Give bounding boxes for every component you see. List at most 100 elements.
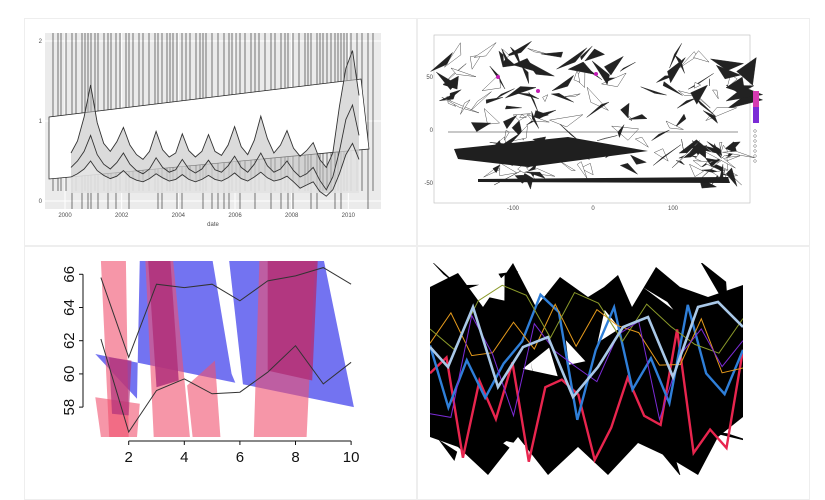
map-point [496,75,500,79]
map-glitch-slab [454,137,648,167]
black-shard [643,430,681,475]
black-shard [673,420,707,449]
map-glitch-shape [436,71,456,91]
map-glitch-shape [564,93,581,97]
map-glitch-shape [579,163,594,176]
x-tick-label: 10 [343,449,360,466]
x-tick-label: 6 [236,449,244,466]
map-glitch-shape [586,101,610,118]
map-glitch-shape [430,52,453,72]
map-glitch-shape [584,48,606,62]
x-tick-label: 4 [180,449,188,466]
map-glitch-shape [449,89,462,100]
abstract-layer [430,263,743,475]
series-area [71,143,359,197]
map-glitch-shape [504,105,522,110]
purple-overlap [267,261,318,381]
map-glitch-shape [722,151,755,158]
y-tick-label: 66 [61,266,78,283]
map-glitch-shape [485,97,503,104]
x-axis-label: date [207,222,219,228]
legend-key [753,139,757,143]
map-glitch-shape [719,141,723,150]
black-shard [522,347,558,377]
light-blue-line [430,300,743,400]
map-glitch-shape [580,45,593,61]
map-glitch-shape [634,136,649,148]
map-y-tick: -50 [424,181,433,187]
map-glitch-shape [677,97,697,109]
map-glitch-shape [692,160,709,168]
black-shard [492,398,526,451]
map-glitch-shape [617,124,625,139]
plot-layer [95,261,354,437]
black-shard [530,361,538,401]
map-glitch-shape [701,149,736,169]
x-tick-label: 2004 [172,213,186,219]
y-tick-label: 58 [61,399,78,416]
x-tick-label: 2010 [342,213,356,219]
series-area [71,105,359,193]
map-glitch-shape [505,86,537,99]
map-glitch-shape [503,41,532,58]
black-shard [525,322,566,341]
map-glitch-shape [693,81,702,89]
map-x-tick: -100 [507,206,520,212]
map-y-tick: 50 [426,75,433,81]
map-glitch-shape [551,75,574,91]
blue-line [430,292,743,421]
map-glitch-shape [729,141,741,154]
map-glitch-shape [679,51,698,68]
y-tick-label: 2 [39,39,43,45]
x-tick-label: 2006 [228,213,242,219]
map-glitch-shape [527,48,551,56]
map-glitch-shape [556,47,588,70]
map-glitch-shape [591,60,610,85]
map-glitch-shape [653,148,669,162]
map-glitch-slab [478,177,730,183]
black-shard [430,309,459,324]
map-glitch-shape [715,64,742,80]
panel-time-series: 0 1 2 2000 2002 2004 2006 2008 2010 date [24,18,417,246]
map-glitch-shape [551,93,574,103]
map-glitch-shape [693,95,717,117]
purple-overlap [109,357,132,416]
map-glitch-shape [710,58,745,71]
black-shard [497,439,526,458]
panel-abstract-lines [417,246,810,500]
map-glitch-shape [653,144,682,166]
map-glitch-shape [690,84,708,105]
map-glitch-shape [473,42,497,58]
map-glitch-shape [519,114,527,118]
map-glitch-shape [727,171,742,186]
map-glitch-shape [640,86,667,96]
black-shard [563,385,598,408]
black-shard [565,340,586,365]
y-tick-label: 62 [61,332,78,349]
panel-overlap-plot: 58 60 62 64 66 2 4 6 8 10 [24,246,417,500]
map-glitch-shape [567,61,595,75]
map-glitch-shape [573,68,581,83]
map-glitch-shape [450,67,476,77]
black-shard [433,263,464,290]
legend-key [753,144,757,148]
map-glitch-shape [620,102,630,119]
x-tick-label: 2002 [115,213,129,219]
black-shard [646,281,662,300]
map-glitch-shape [603,56,624,76]
map-glitch-shape [736,57,757,86]
map-point [536,89,540,93]
map-glitch-shape [548,114,583,128]
map-glitch-shape [504,129,510,141]
y-tick-label: 60 [61,366,78,383]
map-glitch-shape [481,74,502,91]
map-glitch-shape [725,167,738,187]
map-glitch-shape [702,110,718,124]
map-glitch-shape [492,164,501,174]
map-glitch-shape [628,114,648,120]
map-glitch-shape [676,160,685,165]
red-line [430,329,743,464]
map-x-tick: 100 [668,206,679,212]
map-point [594,72,598,76]
